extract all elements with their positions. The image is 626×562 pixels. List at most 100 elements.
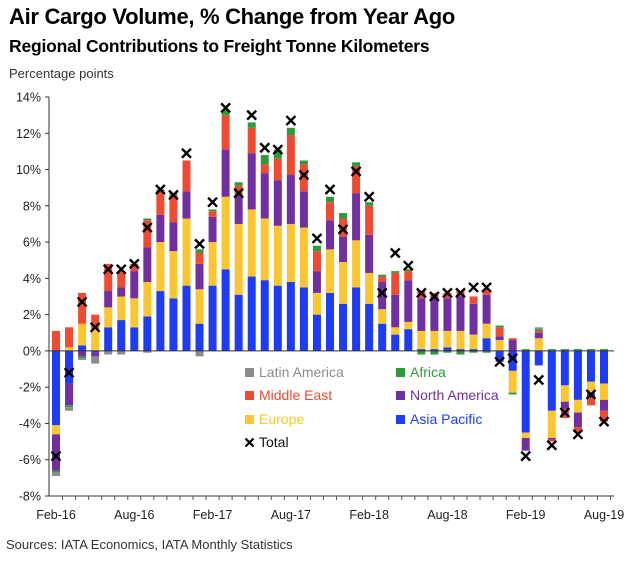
- bar-segment-europe: [352, 240, 361, 288]
- bar-segment-africa: [430, 350, 439, 355]
- total-marker: [155, 184, 166, 195]
- bar-segment-europe: [273, 225, 282, 286]
- bar-segment-asia-pacific: [143, 316, 152, 351]
- bar-segment-europe: [91, 329, 100, 351]
- bar-segment-middle-east: [221, 115, 230, 150]
- bar-segment-north-america: [378, 281, 387, 310]
- bar-segment-africa: [482, 350, 491, 353]
- total-marker: [194, 238, 205, 250]
- bar-segment-middle-east: [495, 327, 504, 337]
- bar-segment-latin-america: [195, 350, 204, 357]
- bar-segment-africa: [508, 392, 517, 395]
- chart-title: Air Cargo Volume, % Change from Year Ago: [9, 4, 456, 29]
- legend-item-middle-east: Middle East: [245, 387, 332, 403]
- bar-segment-europe: [169, 251, 178, 299]
- bar-segment-asia-pacific: [273, 285, 282, 351]
- bar-segment-north-america: [182, 191, 191, 219]
- legend-item-latin-america: Latin America: [245, 364, 344, 380]
- bar-segment-middle-east: [573, 427, 582, 433]
- bar-segment-north-america: [104, 291, 113, 308]
- total-marker: [507, 352, 519, 364]
- bar-segment-middle-east: [312, 251, 321, 272]
- bar-segment-asia-pacific: [104, 327, 113, 351]
- bar-segment-europe: [234, 223, 243, 295]
- legend-label: Total: [259, 434, 289, 450]
- bar-segment-asia-pacific: [521, 350, 530, 433]
- bar-segment-middle-east: [104, 263, 113, 292]
- bar-segment-africa: [456, 350, 465, 355]
- bar-segment-africa: [143, 218, 152, 221]
- total-marker: [246, 109, 258, 121]
- bar-segment-asia-pacific: [482, 338, 491, 351]
- total-marker: [598, 416, 610, 427]
- bar-segment-middle-east: [586, 398, 595, 406]
- bar-segment-africa: [260, 155, 269, 165]
- bar-segment-middle-east: [600, 410, 608, 422]
- total-marker: [494, 356, 505, 368]
- bar-segment-asia-pacific: [234, 294, 243, 351]
- bar-segment-asia-pacific: [221, 269, 230, 351]
- bar-segment-north-america: [65, 383, 74, 406]
- bar-segment-africa: [78, 356, 87, 359]
- legend-label: Africa: [410, 364, 446, 380]
- total-marker: [128, 258, 140, 270]
- bar-segment-asia-pacific: [469, 349, 478, 351]
- bar-segment-middle-east: [182, 160, 191, 192]
- bar-segment-north-america: [547, 437, 556, 440]
- bar-segment-africa: [495, 325, 504, 328]
- bar-segment-north-america: [169, 222, 178, 252]
- bar-segment-africa: [404, 269, 413, 272]
- legend-item-europe: Europe: [245, 411, 304, 427]
- bar-segment-asia-pacific: [182, 285, 191, 351]
- bar-segment-africa: [221, 109, 230, 116]
- total-marker: [285, 115, 297, 126]
- total-marker: [389, 247, 401, 259]
- bar-segment-north-america: [299, 191, 308, 228]
- total-marker: [559, 407, 571, 418]
- x-tick-label: Aug-16: [114, 508, 154, 522]
- bar-segment-asia-pacific: [169, 298, 178, 351]
- bar-segment-middle-east: [195, 252, 204, 264]
- total-marker: [455, 287, 466, 299]
- bar-segment-africa: [299, 160, 308, 165]
- bar-segment-north-america: [312, 271, 321, 293]
- legend-label: North America: [410, 387, 499, 403]
- source-note: Sources: IATA Economics, IATA Monthly St…: [6, 537, 293, 552]
- bar-segment-middle-east: [65, 327, 74, 348]
- bar-segment-africa: [352, 162, 361, 166]
- total-marker: [402, 260, 414, 272]
- bar-segment-middle-east: [156, 191, 165, 215]
- bar-segment-middle-east: [534, 330, 543, 333]
- bar-segment-europe: [600, 383, 608, 400]
- bar-segment-middle-east: [443, 292, 452, 299]
- bar-segment-africa: [339, 213, 348, 219]
- bar-segment-north-america: [430, 296, 439, 331]
- legend-swatch: [396, 415, 405, 424]
- bar-segment-north-america: [443, 298, 452, 331]
- y-tick-label: -6%: [19, 453, 41, 467]
- bar-segment-europe: [547, 410, 556, 438]
- bar-segment-north-america: [456, 296, 465, 331]
- total-marker: [168, 189, 179, 201]
- bar-segment-latin-america: [143, 350, 152, 353]
- bar-segment-asia-pacific: [326, 292, 334, 351]
- bar-segment-europe: [117, 296, 126, 321]
- bar-segment-europe: [182, 218, 191, 286]
- bar-segment-north-america: [326, 220, 334, 250]
- bar-segment-asia-pacific: [560, 350, 569, 386]
- bar-segment-europe: [247, 209, 256, 277]
- bar-segment-middle-east: [208, 211, 217, 217]
- bar-segment-north-america: [495, 336, 504, 341]
- total-marker: [415, 287, 427, 299]
- bar-segment-africa: [312, 245, 321, 252]
- bar-segment-middle-east: [299, 164, 308, 192]
- chart-subtitle: Regional Contributions to Freight Tonne …: [9, 36, 430, 56]
- bar-segment-middle-east: [352, 165, 361, 194]
- bar-segment-north-america: [234, 194, 243, 224]
- legend-swatch: [396, 391, 405, 400]
- bar-segment-middle-east: [378, 276, 387, 282]
- bar-segment-asia-pacific: [495, 350, 504, 362]
- total-markers: [50, 102, 610, 462]
- bar-segment-asia-pacific: [586, 350, 595, 382]
- bar-segment-asia-pacific: [299, 287, 308, 351]
